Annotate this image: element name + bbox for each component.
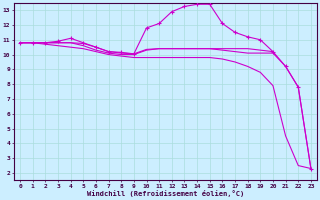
X-axis label: Windchill (Refroidissement éolien,°C): Windchill (Refroidissement éolien,°C) — [87, 190, 244, 197]
